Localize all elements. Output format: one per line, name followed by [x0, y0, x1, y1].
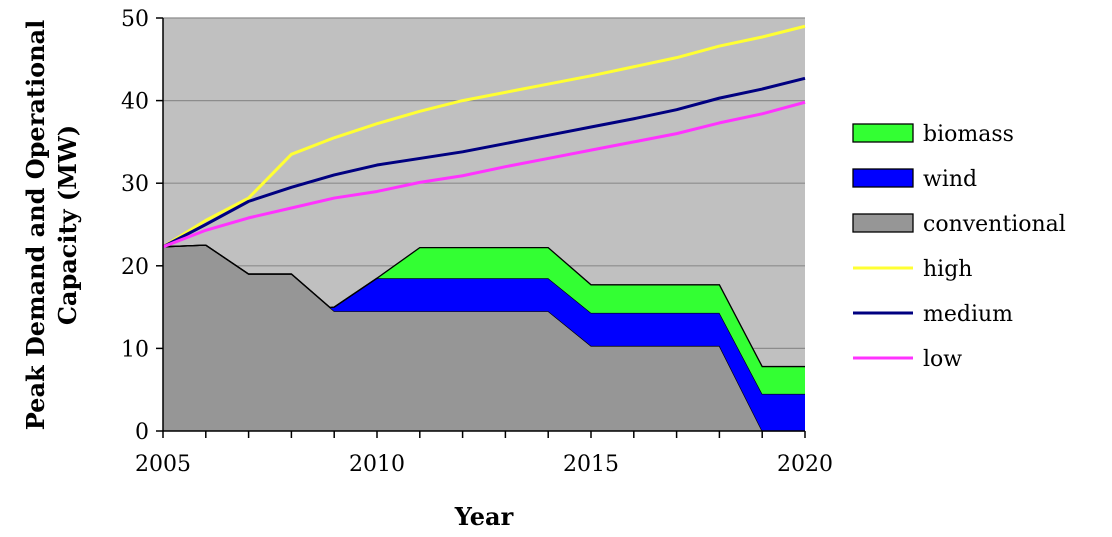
area-conventional	[163, 245, 805, 431]
y-axis-title-line2: Capacity (MW)	[53, 125, 82, 325]
legend-swatch	[852, 213, 914, 233]
legend-item-wind: wind	[852, 167, 977, 192]
y-tick-label: 10	[121, 337, 149, 362]
line-low	[162, 100, 806, 249]
legend-label: medium	[923, 302, 1013, 327]
y-tick-label: 40	[121, 90, 149, 115]
x-tick-label: 2005	[135, 452, 191, 477]
axes	[156, 17, 806, 438]
y-tick-label: 0	[135, 420, 149, 445]
y-axis-title: Peak Demand and Operational Capacity (MW…	[21, 20, 82, 430]
area-wind	[163, 245, 805, 431]
area-biomass	[163, 245, 805, 394]
legend-item-medium: medium	[853, 302, 1013, 327]
line-high	[162, 24, 806, 249]
y-tick-labels: 0 10 20 30 40 50	[121, 7, 149, 445]
x-axis-title: Year	[454, 502, 514, 531]
legend-item-conventional: conventional	[852, 212, 1066, 237]
x-tick-labels: 2005 2010 2015 2020	[135, 452, 833, 477]
legend-item-biomass: biomass	[852, 122, 1014, 147]
y-axis-title-line1: Peak Demand and Operational	[21, 20, 50, 430]
legend-swatch	[852, 123, 914, 143]
y-tick-label: 20	[121, 255, 149, 280]
stacked-areas	[162, 244, 805, 432]
legend-label: conventional	[923, 212, 1066, 237]
area-edge-biomass	[162, 244, 805, 368]
y-tick-label: 50	[121, 7, 149, 32]
legend: biomass wind conventional high medium low	[852, 122, 1066, 372]
legend-swatch	[852, 168, 914, 188]
x-tick-label: 2010	[349, 452, 405, 477]
x-tick-label: 2015	[563, 452, 619, 477]
legend-label: low	[923, 347, 962, 372]
line-medium	[162, 76, 806, 249]
legend-label: biomass	[923, 122, 1014, 147]
legend-label: high	[923, 257, 972, 282]
legend-item-high: high	[853, 257, 972, 282]
legend-label: wind	[923, 167, 977, 192]
x-tick-label: 2020	[777, 452, 833, 477]
legend-item-low: low	[853, 347, 962, 372]
line-series	[162, 24, 806, 249]
y-tick-label: 30	[121, 172, 149, 197]
